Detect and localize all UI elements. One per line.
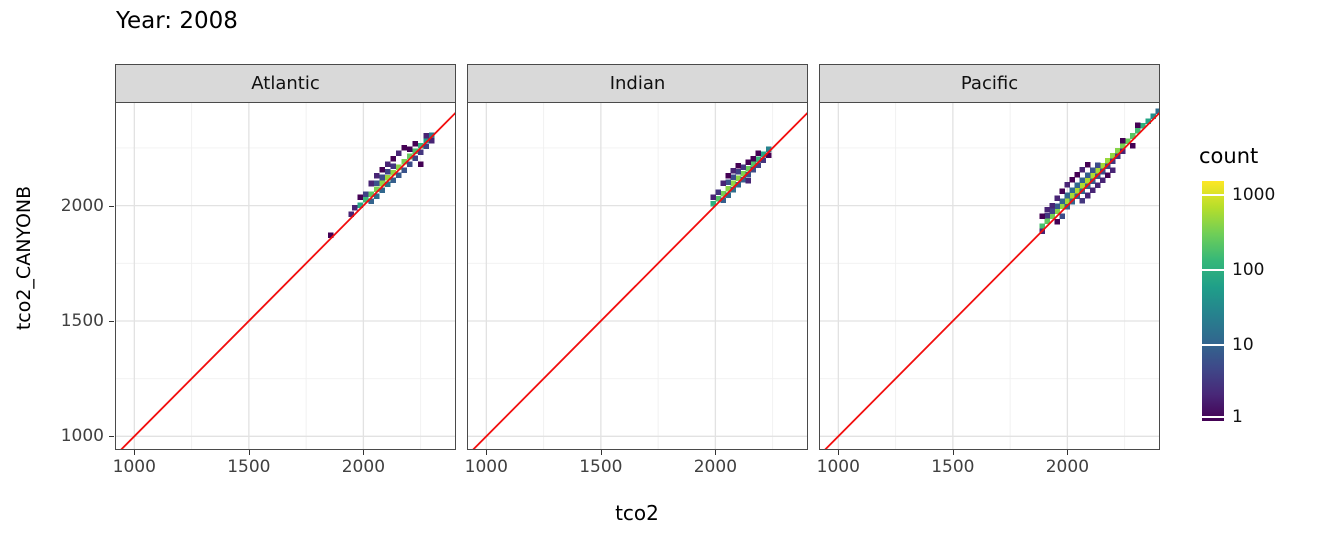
panel-canvas — [116, 103, 455, 449]
x-tick-label: 1000 — [464, 457, 508, 477]
facet-strip: Indian — [467, 64, 808, 103]
x-tick-mark — [363, 450, 365, 455]
x-tick-mark — [1067, 450, 1069, 455]
legend-tick-mark — [1202, 269, 1224, 272]
legend-tick-label: 1000 — [1232, 185, 1276, 206]
facet-strip: Pacific — [819, 64, 1160, 103]
facet-panel — [819, 102, 1160, 450]
x-tick-mark — [134, 450, 136, 455]
legend-tick-label: 100 — [1232, 260, 1265, 281]
facet-strip-label: Pacific — [960, 73, 1019, 94]
x-tick-label: 2000 — [1045, 457, 1090, 477]
facet-panel — [467, 102, 808, 450]
y-tick-mark — [109, 205, 114, 207]
x-tick-label: 1500 — [931, 457, 975, 477]
y-tick-label: 1000 — [60, 426, 104, 447]
legend-title: count — [1199, 144, 1259, 168]
x-tick-label: 1500 — [579, 457, 623, 477]
x-tick-label: 2000 — [693, 457, 738, 477]
legend-tick-label: 1 — [1232, 407, 1243, 428]
legend-tick-mark — [1202, 194, 1224, 197]
plot-title: Year: 2008 — [116, 8, 238, 34]
panel-canvas — [468, 103, 807, 449]
y-tick-label: 2000 — [60, 195, 104, 216]
facet-strip-label: Indian — [609, 73, 666, 94]
legend-tick-mark — [1202, 416, 1224, 419]
x-tick-mark — [600, 450, 602, 455]
y-tick-label: 1500 — [60, 310, 104, 331]
x-tick-mark — [486, 450, 488, 455]
y-tick-mark — [109, 320, 114, 322]
facet-strip: Atlantic — [115, 64, 456, 103]
y-axis-title: tco2_CANYONB — [13, 185, 35, 331]
colorbar — [1202, 181, 1224, 421]
facet-panel — [115, 102, 456, 450]
x-tick-label: 1500 — [227, 457, 271, 477]
panel-canvas — [820, 103, 1159, 449]
x-tick-mark — [838, 450, 840, 455]
x-tick-mark — [952, 450, 954, 455]
y-tick-mark — [109, 436, 114, 438]
x-tick-mark — [248, 450, 250, 455]
x-axis-title: tco2 — [615, 501, 659, 525]
x-tick-label: 2000 — [341, 457, 386, 477]
x-tick-mark — [715, 450, 717, 455]
facet-strip-label: Atlantic — [251, 73, 320, 94]
legend-tick-label: 10 — [1232, 335, 1254, 356]
legend-tick-mark — [1202, 344, 1224, 347]
x-tick-label: 1000 — [112, 457, 156, 477]
x-tick-label: 1000 — [816, 457, 860, 477]
